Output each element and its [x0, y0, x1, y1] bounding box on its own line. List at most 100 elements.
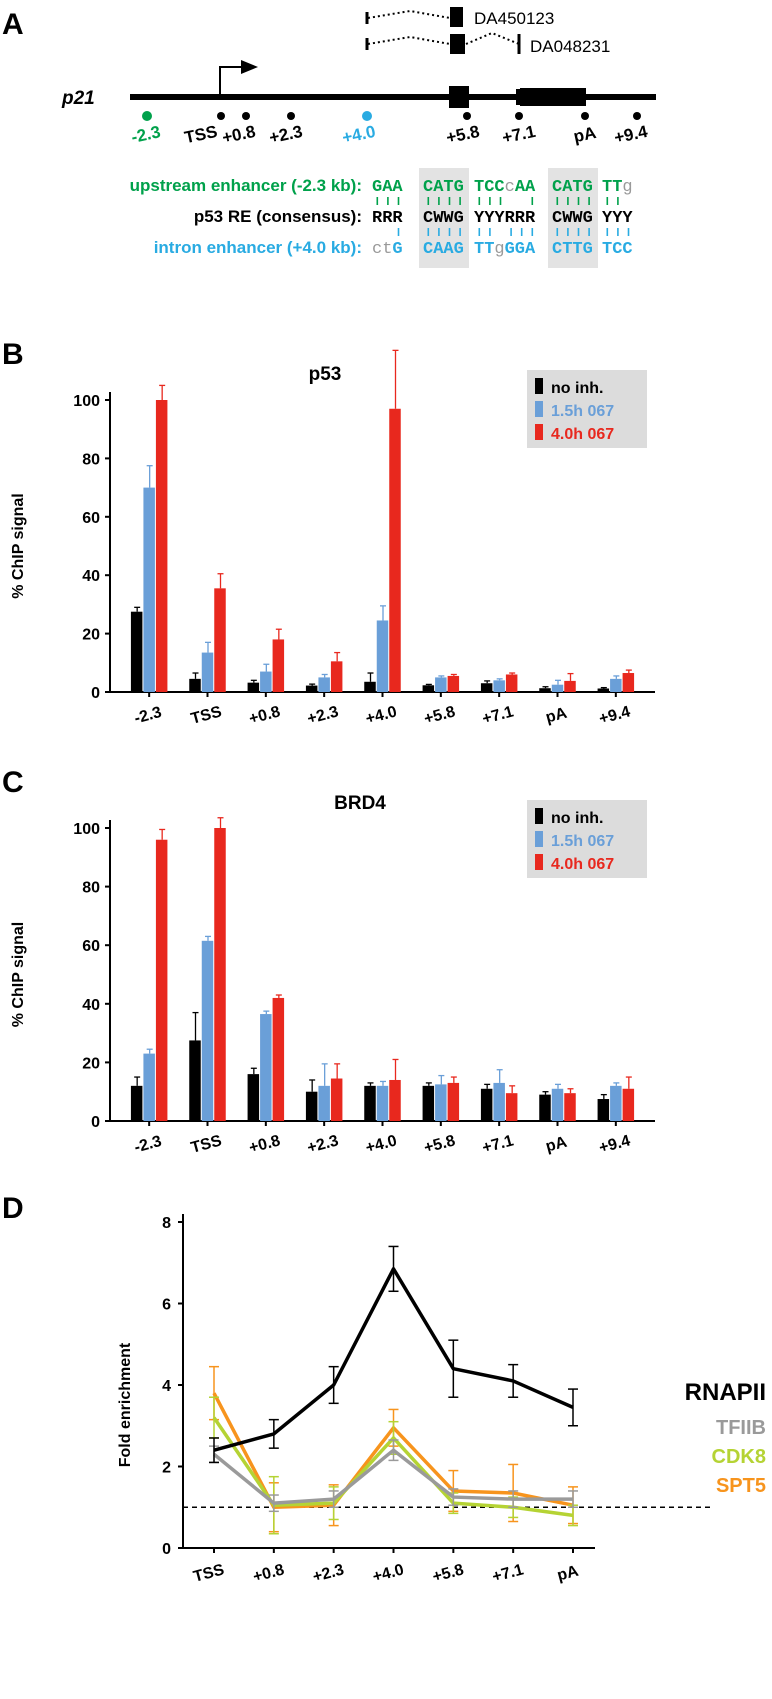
core-box-2 [548, 168, 598, 268]
motif-row-label-1: p53 RE (consensus): [194, 207, 362, 226]
bar-no-inh-tss [189, 678, 201, 692]
bar-1-5h-067-tss [201, 652, 214, 692]
bar-4-0h-067-5-8 [447, 1082, 460, 1121]
bar-4-0h-067-tss [214, 828, 226, 1121]
legend-swatch-no-inh [535, 808, 543, 824]
legend-box [527, 800, 647, 878]
site-label-2-3: +2.3 [267, 122, 304, 148]
y-tick-label-100: 100 [73, 821, 100, 838]
bar-no-inh-4-0 [364, 1085, 376, 1121]
y-tick-label-4: 4 [162, 1378, 171, 1395]
legend-label-cdk8: CDK8 [712, 1446, 766, 1468]
line-tfiib [212, 1448, 573, 1505]
x-tick-label-2-3: -2.3 [132, 1133, 163, 1157]
y-tick-label-8: 8 [162, 1215, 171, 1232]
y-tick-label-0: 0 [91, 1114, 100, 1131]
bar-no-inh-2-3 [305, 685, 318, 692]
x-tick-label-pa: pA [544, 1134, 569, 1156]
y-tick-label-20: 20 [82, 1055, 100, 1072]
legend-swatch-4-0h-067 [535, 424, 543, 440]
x-tick-label-0-8: +0.8 [247, 703, 282, 728]
transcript-label-2: DA048231 [530, 37, 610, 56]
legend-swatch-1-5h-067 [535, 401, 543, 417]
x-tick-label-7-1: +7.1 [481, 703, 516, 728]
site-label-2-3: -2.3 [130, 122, 163, 147]
y-tick-label-20: 20 [82, 627, 100, 644]
x-tick-label-5-8: +5.8 [422, 703, 457, 728]
bar-no-inh-7-1 [480, 683, 493, 692]
core-box-1 [419, 168, 469, 268]
motif-group-1-4: YYY [602, 209, 633, 228]
y-tick-label-0: 0 [91, 685, 100, 702]
bar-1-5h-067-0-8 [260, 671, 272, 692]
x-tick-label-0-8: +0.8 [251, 1561, 286, 1586]
motif-group-1-1: CWWG [423, 209, 464, 228]
y-axis-title: Fold enrichment [117, 1342, 134, 1467]
legend-label-4-0h-067: 4.0h 067 [551, 426, 614, 443]
y-tick-label-60: 60 [82, 938, 100, 955]
y-axis-title: % ChIP signal [10, 493, 27, 599]
x-tick-label-2-3: -2.3 [132, 704, 163, 728]
bar-1-5h-067-4-0 [376, 1085, 389, 1121]
x-tick-label-4-0: +4.0 [364, 703, 399, 728]
bar-1-5h-067-pa [551, 684, 564, 692]
bar-4-0h-067-pa [564, 680, 576, 692]
site-marker-5-8 [463, 112, 471, 120]
site-marker-0-8 [242, 112, 250, 120]
panel-letter-a: A [2, 8, 24, 41]
bar-4-0h-067-9-4 [622, 673, 635, 692]
site-label-9-4: +9.4 [612, 122, 649, 148]
legend-label-1-5h-067: 1.5h 067 [551, 403, 614, 420]
y-tick-label-2: 2 [162, 1460, 171, 1477]
x-tick-label-5-8: +5.8 [431, 1561, 466, 1586]
legend: no inh. 1.5h 067 4.0h 067 [527, 370, 647, 448]
bar-1-5h-067-pa [551, 1088, 564, 1121]
bar-no-inh-2-3 [305, 1091, 318, 1121]
bar-4-0h-067-5-8 [447, 675, 460, 692]
motif-row-label-0: upstream enhancer (-2.3 kb): [130, 176, 362, 195]
bar-1-5h-067-tss [201, 940, 214, 1121]
x-tick-label-4-0: +4.0 [364, 1132, 399, 1157]
bar-4-0h-067-7-1 [505, 674, 518, 692]
site-label-4-0: +4.0 [340, 122, 377, 148]
bar-1-5h-067-2-3 [143, 1053, 155, 1121]
x-tick-label-7-1: +7.1 [481, 1132, 516, 1157]
x-tick-label-7-1: +7.1 [491, 1561, 526, 1586]
y-tick-label-80: 80 [82, 880, 100, 897]
x-tick-label-2-3: +2.3 [306, 703, 341, 728]
site-label-pa: pA [572, 123, 598, 146]
y-tick-label-60: 60 [82, 510, 100, 527]
motif-group-0-3: CATG [552, 178, 593, 197]
bar-no-inh-9-4 [597, 1099, 610, 1121]
chart-title: BRD4 [334, 793, 386, 814]
x-tick-label-pa: pA [555, 1563, 580, 1585]
motif-group-2-2: TTgGGA [474, 240, 536, 259]
legend-swatch-4-0h-067 [535, 854, 543, 870]
legend-label-1-5h-067: 1.5h 067 [551, 833, 614, 850]
bar-no-inh-0-8 [247, 682, 260, 692]
legend-label-spt5: SPT5 [716, 1475, 766, 1497]
bar-1-5h-067-2-3 [318, 1085, 330, 1121]
line-rnapii [213, 1267, 574, 1452]
x-tick-label-tss: TSS [192, 1561, 227, 1586]
motif-group-0-0: GAA [372, 178, 403, 197]
y-tick-label-6: 6 [162, 1297, 171, 1314]
bar-1-5h-067-9-4 [610, 1085, 622, 1121]
x-tick-label-2-3: +2.3 [311, 1561, 346, 1586]
motif-group-1-3: CWWG [552, 209, 593, 228]
legend-label-4-0h-067: 4.0h 067 [551, 856, 614, 873]
transcript-label-1: DA450123 [474, 9, 554, 28]
y-tick-label-0: 0 [162, 1541, 171, 1558]
legend-label-tfiib: TFIIB [716, 1417, 766, 1439]
bar-1-5h-067-7-1 [493, 1082, 505, 1121]
motif-group-0-2: TCCcAA [474, 178, 536, 197]
motif-group-2-0: ctG [372, 240, 403, 259]
bar-4-0h-067-2-3 [330, 1078, 343, 1121]
motif-alignment: upstream enhancer (-2.3 kb): GAA CATG TCCcA… [130, 168, 633, 268]
bar-1-5h-067-2-3 [143, 487, 155, 692]
tss-arrow-icon [241, 60, 258, 74]
site-marker-2-3 [142, 111, 152, 121]
legend: no inh. 1.5h 067 4.0h 067 [527, 800, 647, 878]
bar-no-inh-5-8 [422, 1085, 435, 1121]
panel-d: D 0 2 4 6 8 Fold enrichment TSS +0.8 +2.3 +4.0 +5.… [2, 1192, 766, 1586]
